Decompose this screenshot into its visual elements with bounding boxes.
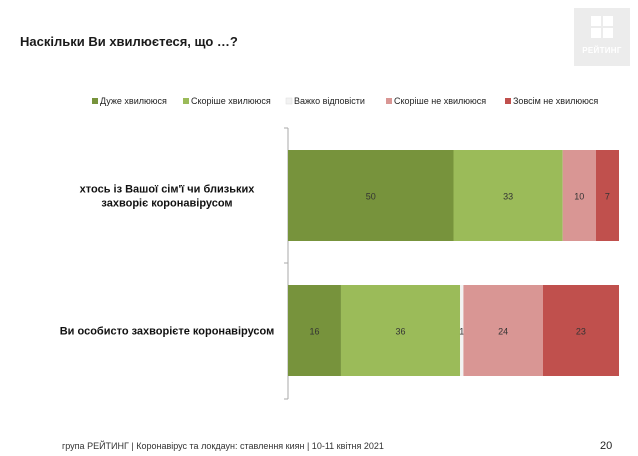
bar-segment	[288, 150, 454, 241]
logo-text: РЕЙТИНГ	[582, 46, 622, 55]
bar-segment	[460, 285, 464, 376]
legend-label: Важко відповісти	[294, 96, 365, 106]
data-label: 16	[309, 327, 319, 337]
chart-title: Наскільки Ви хвилюєтеся, що …?	[20, 34, 238, 49]
legend-label: Дуже хвилююся	[100, 96, 167, 106]
bar-segment	[340, 285, 461, 376]
data-label: 7	[605, 192, 610, 202]
legend-swatch	[183, 98, 189, 104]
legend-swatch	[386, 98, 392, 104]
legend-label: Зовсім не хвилююся	[513, 96, 598, 106]
legend-swatch	[92, 98, 98, 104]
bar-segment	[542, 285, 619, 376]
data-label: 33	[503, 192, 513, 202]
bar-segment	[288, 285, 341, 376]
logo-mark-icon	[591, 16, 613, 38]
data-label: 10	[574, 192, 584, 202]
bar-segment	[463, 285, 543, 376]
data-label: 1	[459, 327, 464, 337]
bar-segment	[595, 150, 619, 241]
bar-segment	[562, 150, 596, 241]
legend-label: Скоріше не хвилююся	[394, 96, 486, 106]
legend-swatch	[285, 97, 293, 105]
rating-logo: РЕЙТИНГ	[574, 8, 630, 66]
category-label: хтось із Вашої сім'ї чи близьких захворіє…	[80, 184, 256, 210]
data-label: 23	[576, 327, 586, 337]
category-label: Ви особисто захворієте коронавірусом	[60, 326, 275, 338]
legend-swatch	[505, 98, 511, 104]
data-label: 24	[498, 327, 508, 337]
page-number: 20	[600, 440, 613, 452]
footer-text: група РЕЙТИНГ | Коронавірус та локдаун: …	[62, 441, 384, 451]
data-label: 36	[396, 327, 406, 337]
bar-segment	[453, 150, 563, 241]
legend-label: Скоріше хвилююся	[191, 96, 271, 106]
data-label: 50	[366, 192, 376, 202]
